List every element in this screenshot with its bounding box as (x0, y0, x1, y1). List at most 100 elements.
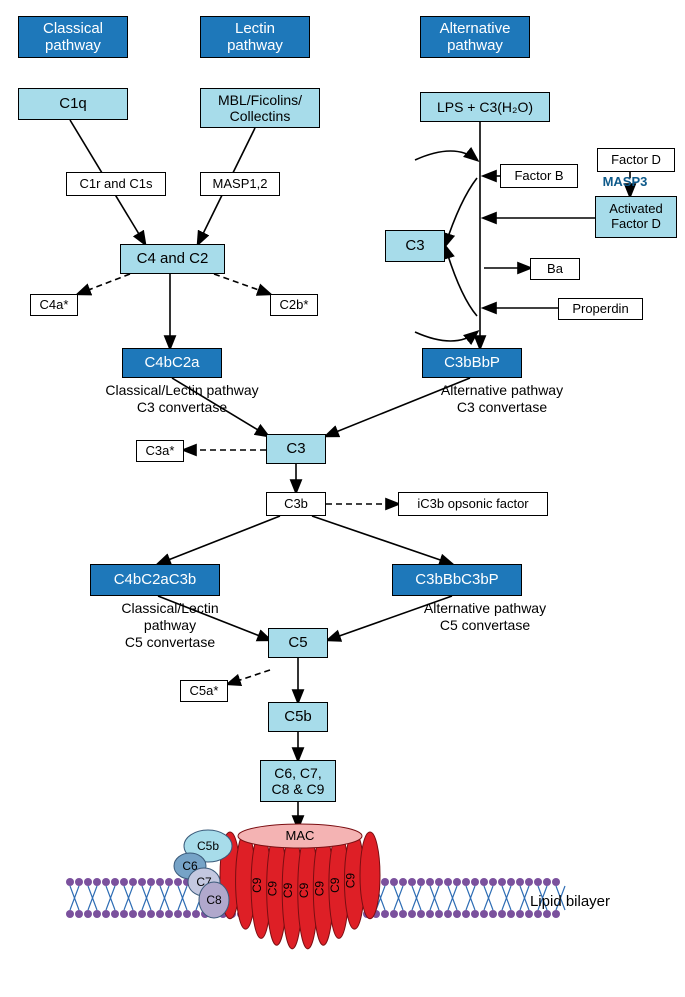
lipid-tail (196, 886, 205, 910)
lipid-head (102, 878, 110, 886)
lipid-head (201, 878, 209, 886)
lipid-head (435, 878, 443, 886)
lipid-tail (412, 886, 421, 910)
lipid-head (552, 910, 560, 918)
lipid-tail (178, 886, 187, 910)
node-c4bc2ac3b: C4bC2aC3b (90, 564, 220, 596)
node-alternative_pathway: Alternativepathway (420, 16, 530, 58)
lipid-head (471, 910, 479, 918)
lipid-head (453, 878, 461, 886)
lipid-head (111, 910, 119, 918)
c9-label: C9 (266, 881, 280, 897)
lipid-head (336, 878, 344, 886)
lipid-tail (484, 886, 493, 910)
mac-sub-c6 (174, 853, 206, 879)
lipid-tail (322, 886, 331, 910)
lipid-head (219, 878, 227, 886)
label-lipid: Lipid bilayer (510, 893, 630, 911)
lipid-head (111, 878, 119, 886)
mac-label: MAC (286, 828, 315, 843)
node-c1q: C1q (18, 88, 128, 120)
arrow-4 (78, 274, 130, 294)
lipid-head (318, 878, 326, 886)
lipid-head (129, 878, 137, 886)
mac-lobe (220, 832, 240, 919)
lipid-head (201, 910, 209, 918)
lipid-head (309, 910, 317, 918)
lipid-head (354, 878, 362, 886)
arrow-22 (228, 670, 270, 684)
node-masp12: MASP1,2 (200, 172, 280, 196)
lipid-head (264, 910, 272, 918)
lipid-tail (214, 886, 223, 910)
lipid-head (453, 910, 461, 918)
c9-label: C9 (312, 881, 326, 897)
mac-cap (238, 824, 362, 848)
lipid-head (408, 910, 416, 918)
mac-lobe (329, 832, 349, 938)
lipid-head (318, 910, 326, 918)
lipid-head (363, 910, 371, 918)
c9-label: C9 (297, 882, 311, 898)
lipid-head (462, 910, 470, 918)
lipid-tail (106, 886, 115, 910)
lipid-tail (466, 886, 475, 910)
mac-lobe (313, 832, 333, 945)
node-activated_factord: ActivatedFactor D (595, 196, 677, 238)
lipid-head (480, 878, 488, 886)
lipid-head (273, 878, 281, 886)
lipid-head (507, 910, 515, 918)
lipid-head (543, 910, 551, 918)
node-lps: LPS + C3(H₂O) (420, 92, 550, 122)
lipid-head (399, 910, 407, 918)
lipid-head (462, 878, 470, 886)
node-c2b: C2b* (270, 294, 318, 316)
lipid-head (498, 910, 506, 918)
node-ic3b: iC3b opsonic factor (398, 492, 548, 516)
label-masp3: MASP3 (595, 174, 655, 190)
label-cl_c5conv: Classical/LectinpathwayC5 convertase (100, 600, 240, 650)
lipid-head (534, 878, 542, 886)
lipid-tail (376, 886, 385, 910)
node-c5: C5 (268, 628, 328, 658)
node-c5b_box: C5b (268, 702, 328, 732)
lipid-head (120, 878, 128, 886)
node-c3a: C3a* (136, 440, 184, 462)
lipid-head (237, 910, 245, 918)
lipid-head (210, 878, 218, 886)
lipid-tail (88, 886, 97, 910)
lipid-head (102, 910, 110, 918)
lipid-head (435, 910, 443, 918)
lipid-head (246, 878, 254, 886)
lipid-head (525, 910, 533, 918)
mac-sub-label-c5b: C5b (197, 839, 219, 853)
node-properdin: Properdin (558, 298, 643, 320)
lipid-head (174, 910, 182, 918)
lipid-head (192, 910, 200, 918)
lipid-head (273, 910, 281, 918)
node-mbl: MBL/Ficolins/Collectins (200, 88, 320, 128)
curve-2 (445, 178, 477, 246)
arrow-5 (214, 274, 270, 294)
lipid-head (174, 878, 182, 886)
lipid-tail (232, 886, 241, 910)
lipid-head (282, 878, 290, 886)
lipid-head (534, 910, 542, 918)
lipid-head (66, 878, 74, 886)
lipid-tail (286, 886, 295, 910)
lipid-head (84, 910, 92, 918)
lipid-head (183, 910, 191, 918)
lipid-head (363, 878, 371, 886)
node-c6789: C6, C7,C8 & C9 (260, 760, 336, 802)
lipid-head (165, 910, 173, 918)
lipid-head (120, 910, 128, 918)
c9-label: C9 (343, 873, 357, 889)
node-ba: Ba (530, 258, 580, 280)
lipid-head (552, 878, 560, 886)
lipid-head (426, 878, 434, 886)
c9-label: C9 (281, 882, 295, 898)
label-alt_c5conv: Alternative pathwayC5 convertase (400, 600, 570, 634)
lipid-head (543, 878, 551, 886)
lipid-head (138, 910, 146, 918)
lipid-head (444, 878, 452, 886)
